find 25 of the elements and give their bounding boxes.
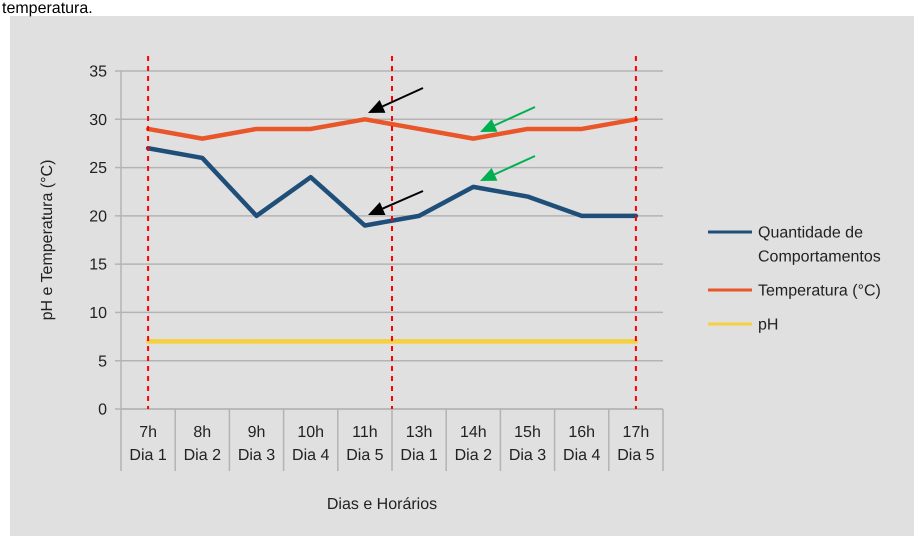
x-tick-label: 13h Dia 1 xyxy=(400,424,438,464)
y-tick-label: 10 xyxy=(89,305,108,322)
x-tick-label: 15h Dia 3 xyxy=(508,424,546,464)
y-tick-label: 20 xyxy=(89,208,108,226)
y-tick-label: 15 xyxy=(89,256,108,274)
y-axis-title: pH e Temperatura (°C) xyxy=(39,160,56,320)
x-axis-title: Dias e Horários xyxy=(326,496,438,513)
legend-label: pH xyxy=(758,316,778,334)
x-tick-label: 7h Dia 1 xyxy=(129,424,167,464)
y-tick-label: 30 xyxy=(89,112,108,129)
text: temperatura. xyxy=(2,0,93,17)
legend-label: Quantidade de Comportamentos xyxy=(758,224,881,266)
x-tick-label: 10h Dia 4 xyxy=(292,424,330,464)
x-tick-label: 14h Dia 2 xyxy=(454,424,492,464)
line-series xyxy=(146,146,638,228)
x-tick-label: 16h Dia 4 xyxy=(563,424,600,464)
x-tick-label: 8h Dia 2 xyxy=(184,424,222,464)
y-tick-label: 0 xyxy=(98,402,108,419)
x-tick-label: 9h Dia 3 xyxy=(238,424,276,464)
y-tick-label: 5 xyxy=(98,353,108,370)
legend-label: Temperatura (°C) xyxy=(758,282,881,300)
y-tick-label: 35 xyxy=(89,64,108,81)
x-tick-label: 11h Dia 5 xyxy=(346,424,384,464)
y-tick-label: 25 xyxy=(89,160,108,178)
x-tick-label: 17h Dia 5 xyxy=(617,424,655,464)
